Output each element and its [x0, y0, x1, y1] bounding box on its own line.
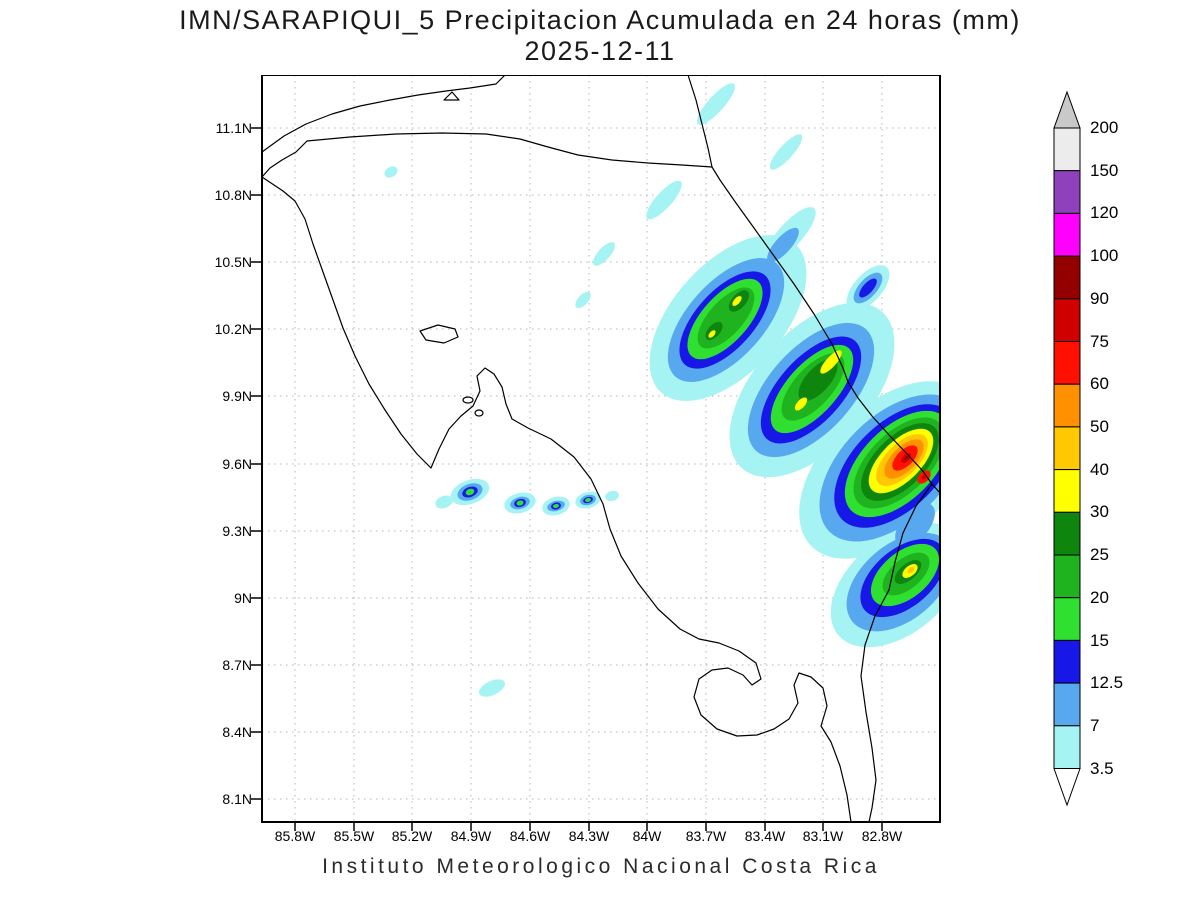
colorbar-tick-label: 60 [1090, 374, 1109, 393]
plot-frame [261, 75, 941, 823]
lat-tick-label: 9N [234, 590, 252, 606]
colorbar-tick-label: 150 [1090, 161, 1119, 180]
ometepe-island [443, 91, 460, 101]
gulf-island [474, 409, 484, 417]
panama-border [860, 483, 933, 822]
lon-tick-label: 85.5W [333, 828, 375, 844]
colorbar-over [1053, 90, 1081, 129]
lon-tick-label: 85.8W [274, 828, 316, 844]
map-plot [251, 75, 941, 831]
caribbean-coast [687, 75, 940, 494]
colorbar-tick-label: 120 [1090, 203, 1119, 222]
lon-tick-label: 83.1W [802, 828, 844, 844]
lat-tick-label: 10.8N [214, 187, 252, 203]
pacific-coast [262, 176, 852, 822]
colorbar-tick-label: 50 [1090, 417, 1109, 436]
colorbar-tick-label: 75 [1090, 332, 1109, 351]
lat-tick-label: 8.4N [222, 724, 252, 740]
lat-tick-label: 8.7N [222, 657, 252, 673]
lat-tick-label: 9.6N [222, 456, 252, 472]
santa-elena-link [262, 140, 308, 178]
colorbar-tick-label: 25 [1090, 545, 1109, 564]
lat-tick-label: 8.1N [222, 791, 252, 807]
colorbar-tick-label: 12.5 [1090, 673, 1124, 692]
colorbar-tick-label: 15 [1090, 631, 1109, 650]
colorbar-tick-label: 40 [1090, 460, 1109, 479]
colorbar-under [1053, 768, 1081, 807]
lat-tick-label: 10.2N [214, 321, 252, 337]
lon-tick-label: 82.8W [861, 828, 903, 844]
lon-tick-label: 85.2W [391, 828, 433, 844]
lon-tick-label: 83.7W [685, 828, 727, 844]
axis-ticks [251, 127, 883, 831]
colorbar-tick-label: 7 [1090, 716, 1100, 735]
lat-tick-label: 9.9N [222, 388, 252, 404]
lat-tick-label: 9.3N [222, 523, 252, 539]
page-title: IMN/SARAPIQUI_5 Precipitacion Acumulada … [179, 5, 1021, 35]
lon-tick-label: 84.6W [509, 828, 551, 844]
colorbar-tick-label: 3.5 [1090, 759, 1114, 778]
lat-tick-label: 11.1N [215, 120, 252, 136]
gulf-island [462, 396, 474, 404]
lat-tick-label: 10.5N [214, 254, 252, 270]
footer-caption: Instituto Meteorologico Nacional Costa R… [322, 855, 880, 878]
lon-tick-label: 84.3W [568, 828, 610, 844]
page-subtitle-date: 2025-12-11 [524, 36, 676, 66]
nicaragua-border [306, 132, 713, 168]
precipitation-field [384, 83, 940, 697]
lon-tick-label: 83.4W [744, 828, 786, 844]
lon-tick-label: 84.9W [450, 828, 492, 844]
colorbar-tick-label: 20 [1090, 588, 1109, 607]
colorbar-tick-label: 200 [1090, 118, 1119, 137]
colorbar-tick-label: 100 [1090, 246, 1119, 265]
colorbar-tick-label: 30 [1090, 502, 1109, 521]
colorbar-tick-label: 90 [1090, 289, 1109, 308]
coastline [262, 75, 940, 822]
nicaragua-coast [262, 75, 506, 153]
lake-arenal [419, 324, 459, 344]
lon-tick-label: 84W [632, 828, 662, 844]
colorbar [1053, 90, 1081, 807]
